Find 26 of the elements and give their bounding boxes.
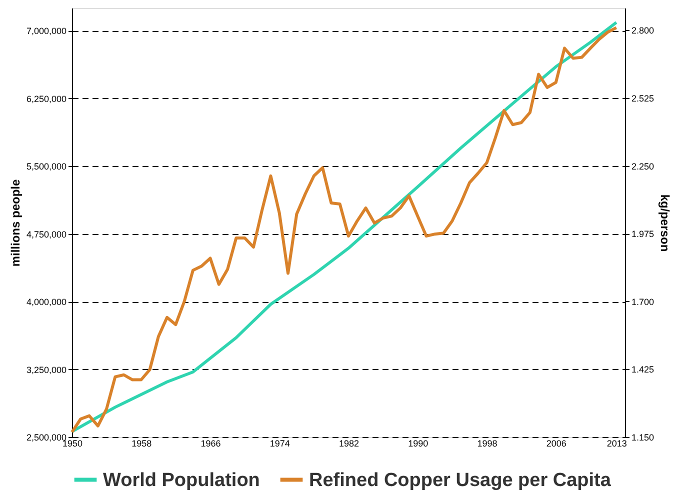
x-tick-label: 1998: [477, 438, 498, 448]
y-tick-label: 5,500,000: [26, 162, 66, 172]
legend-label: Refined Copper Usage per Capita: [309, 470, 612, 491]
y2-tick-label: 2.525: [632, 93, 654, 104]
x-tick-label: 1990: [408, 438, 428, 448]
x-tick-label: 1966: [200, 438, 221, 448]
y-tick-label: 3,250,000: [26, 364, 66, 375]
x-tick-label: 2006: [546, 438, 566, 448]
y-tick-label: 6,250,000: [26, 94, 66, 104]
x-tick-label: 1974: [270, 438, 290, 448]
y-tick-label: 7,000,000: [26, 26, 66, 36]
y2-tick-label: 2.250: [632, 161, 654, 172]
y2-tick-label: 1.700: [632, 296, 654, 307]
x-tick-label: 1958: [132, 438, 152, 448]
y2-tick-label: 2.800: [632, 26, 654, 36]
y2-tick-label: 1.975: [632, 229, 654, 240]
y-axis-title: millions people: [8, 179, 22, 267]
y-tick-label: 2,500,000: [26, 432, 66, 442]
x-tick-label: 2013: [606, 438, 627, 448]
y2-tick-label: 1.425: [632, 364, 654, 375]
y-tick-label: 4,000,000: [26, 297, 66, 308]
x-tick-label: 1982: [338, 438, 360, 448]
legend-label: World Population: [103, 470, 260, 491]
y-tick-label: 4,750,000: [26, 229, 66, 240]
y2-axis-title: kg/person: [658, 194, 672, 252]
y2-tick-label: 1.150: [632, 432, 654, 442]
